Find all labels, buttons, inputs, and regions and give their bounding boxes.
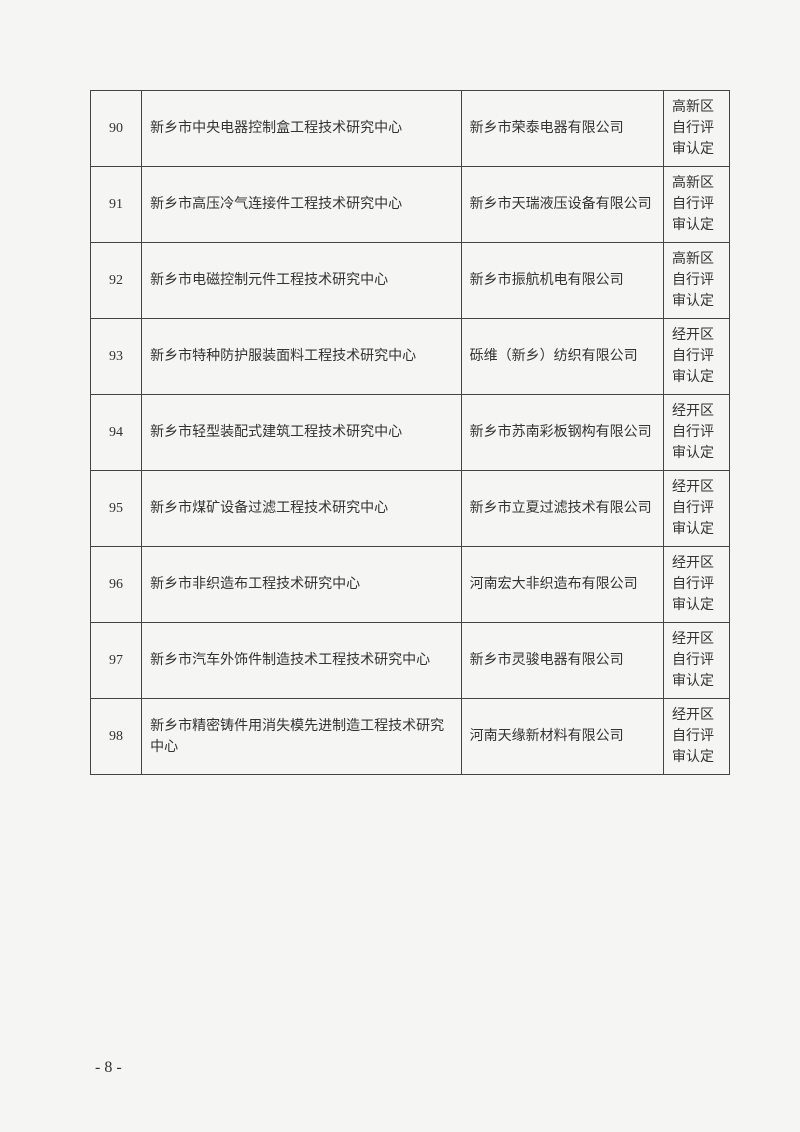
cell-remark: 经开区自行评审认定 — [663, 623, 729, 699]
table-row: 96 新乡市非织造布工程技术研究中心 河南宏大非织造布有限公司 经开区自行评审认… — [91, 547, 730, 623]
cell-remark: 经开区自行评审认定 — [663, 319, 729, 395]
cell-company: 河南天缘新材料有限公司 — [461, 699, 663, 775]
cell-company: 新乡市天瑞液压设备有限公司 — [461, 167, 663, 243]
table-body: 90 新乡市中央电器控制盒工程技术研究中心 新乡市荣泰电器有限公司 高新区自行评… — [91, 91, 730, 775]
cell-company: 砾维（新乡）纺织有限公司 — [461, 319, 663, 395]
cell-remark: 高新区自行评审认定 — [663, 243, 729, 319]
page-content: 90 新乡市中央电器控制盒工程技术研究中心 新乡市荣泰电器有限公司 高新区自行评… — [0, 0, 800, 835]
cell-remark: 高新区自行评审认定 — [663, 167, 729, 243]
table-row: 98 新乡市精密铸件用消失模先进制造工程技术研究中心 河南天缘新材料有限公司 经… — [91, 699, 730, 775]
cell-center: 新乡市中央电器控制盒工程技术研究中心 — [142, 91, 462, 167]
table-row: 90 新乡市中央电器控制盒工程技术研究中心 新乡市荣泰电器有限公司 高新区自行评… — [91, 91, 730, 167]
cell-center: 新乡市特种防护服装面料工程技术研究中心 — [142, 319, 462, 395]
cell-num: 95 — [91, 471, 142, 547]
cell-company: 新乡市灵骏电器有限公司 — [461, 623, 663, 699]
cell-center: 新乡市汽车外饰件制造技术工程技术研究中心 — [142, 623, 462, 699]
cell-company: 新乡市立夏过滤技术有限公司 — [461, 471, 663, 547]
cell-company: 新乡市荣泰电器有限公司 — [461, 91, 663, 167]
cell-center: 新乡市高压冷气连接件工程技术研究中心 — [142, 167, 462, 243]
cell-remark: 经开区自行评审认定 — [663, 471, 729, 547]
cell-remark: 经开区自行评审认定 — [663, 395, 729, 471]
cell-num: 97 — [91, 623, 142, 699]
cell-company: 新乡市振航机电有限公司 — [461, 243, 663, 319]
cell-company: 河南宏大非织造布有限公司 — [461, 547, 663, 623]
cell-num: 91 — [91, 167, 142, 243]
table-row: 95 新乡市煤矿设备过滤工程技术研究中心 新乡市立夏过滤技术有限公司 经开区自行… — [91, 471, 730, 547]
table-row: 93 新乡市特种防护服装面料工程技术研究中心 砾维（新乡）纺织有限公司 经开区自… — [91, 319, 730, 395]
cell-num: 92 — [91, 243, 142, 319]
cell-remark: 高新区自行评审认定 — [663, 91, 729, 167]
cell-center: 新乡市非织造布工程技术研究中心 — [142, 547, 462, 623]
cell-remark: 经开区自行评审认定 — [663, 547, 729, 623]
cell-num: 98 — [91, 699, 142, 775]
cell-num: 94 — [91, 395, 142, 471]
table-row: 91 新乡市高压冷气连接件工程技术研究中心 新乡市天瑞液压设备有限公司 高新区自… — [91, 167, 730, 243]
table-row: 92 新乡市电磁控制元件工程技术研究中心 新乡市振航机电有限公司 高新区自行评审… — [91, 243, 730, 319]
cell-num: 90 — [91, 91, 142, 167]
cell-center: 新乡市煤矿设备过滤工程技术研究中心 — [142, 471, 462, 547]
cell-center: 新乡市精密铸件用消失模先进制造工程技术研究中心 — [142, 699, 462, 775]
table-row: 94 新乡市轻型装配式建筑工程技术研究中心 新乡市苏南彩板钢构有限公司 经开区自… — [91, 395, 730, 471]
cell-center: 新乡市轻型装配式建筑工程技术研究中心 — [142, 395, 462, 471]
cell-remark: 经开区自行评审认定 — [663, 699, 729, 775]
page-number: - 8 - — [95, 1059, 122, 1077]
cell-company: 新乡市苏南彩板钢构有限公司 — [461, 395, 663, 471]
cell-center: 新乡市电磁控制元件工程技术研究中心 — [142, 243, 462, 319]
cell-num: 96 — [91, 547, 142, 623]
data-table: 90 新乡市中央电器控制盒工程技术研究中心 新乡市荣泰电器有限公司 高新区自行评… — [90, 90, 730, 775]
table-row: 97 新乡市汽车外饰件制造技术工程技术研究中心 新乡市灵骏电器有限公司 经开区自… — [91, 623, 730, 699]
cell-num: 93 — [91, 319, 142, 395]
